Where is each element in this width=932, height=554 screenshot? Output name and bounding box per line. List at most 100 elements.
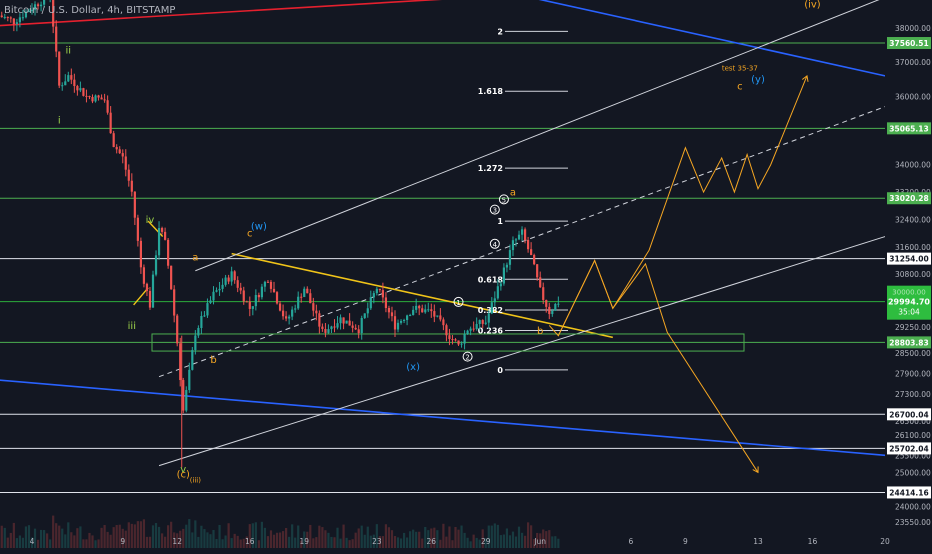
wave-label-2: 2 xyxy=(465,354,469,362)
volume-bar xyxy=(378,535,381,548)
volume-bar xyxy=(499,535,502,548)
candle-body xyxy=(430,309,433,312)
volume-bar xyxy=(239,539,242,548)
candle-body xyxy=(306,288,309,294)
wave-label-(x): (x) xyxy=(406,362,420,373)
candle-body xyxy=(230,271,233,282)
candle-body xyxy=(294,308,297,310)
candle-body xyxy=(542,287,545,300)
volume-bar xyxy=(481,529,484,548)
candle-body xyxy=(170,265,173,290)
volume-bar xyxy=(103,525,106,548)
volume-bar xyxy=(6,537,9,548)
candle-body xyxy=(315,310,318,314)
volume-bar xyxy=(79,526,82,548)
price-axis[interactable]: 23550.0024000.0024500.0025000.0025500.00… xyxy=(885,0,932,550)
candle-body xyxy=(396,322,400,330)
level-badge-text: 31254.00 xyxy=(889,255,928,264)
candle-body xyxy=(260,286,263,298)
time-tick-13: 13 xyxy=(753,537,763,546)
candle-body xyxy=(427,309,430,311)
candle-body xyxy=(82,88,85,96)
candle-body xyxy=(399,320,403,323)
volume-bar xyxy=(384,524,388,548)
price-tick: 32400.00 xyxy=(895,215,931,224)
candle-body xyxy=(215,290,218,292)
wave-label-ii: ii xyxy=(66,46,72,57)
level-badge xyxy=(887,486,931,499)
volume-bar xyxy=(170,521,173,548)
volume-bars xyxy=(0,515,560,548)
candle-body xyxy=(151,274,155,308)
volume-bar xyxy=(409,531,412,548)
volume-bar xyxy=(36,539,40,548)
volume-bar xyxy=(148,536,152,548)
candles xyxy=(0,0,560,468)
volume-bar xyxy=(375,524,378,548)
volume-bar xyxy=(164,536,167,548)
volume-bar xyxy=(176,533,179,548)
volume-bar xyxy=(97,539,100,548)
horizontal-levels xyxy=(0,42,885,493)
trendline-yellow-descending xyxy=(231,252,613,339)
volume-bar xyxy=(188,519,191,548)
candle-body xyxy=(297,296,300,309)
candle-body xyxy=(179,343,182,381)
volume-bar xyxy=(533,539,536,548)
volume-bar xyxy=(106,531,109,548)
candle-body xyxy=(133,191,136,218)
wave-label-test 35-37: test 35-37 xyxy=(722,65,758,73)
price-tick: 23550.00 xyxy=(895,518,931,527)
candle-body xyxy=(221,284,224,289)
candle-body xyxy=(436,315,439,317)
candle-body xyxy=(176,315,179,344)
volume-bar xyxy=(517,526,521,548)
time-axis[interactable]: 4 9 12 16 19 23 26 29 Jun 6 9 13 16 20 xyxy=(30,537,890,546)
volume-bar xyxy=(348,540,351,548)
volume-bar xyxy=(424,526,427,548)
volume-bar xyxy=(197,536,200,548)
candle-body xyxy=(245,301,248,303)
volume-bar xyxy=(415,531,418,548)
arrow-down-icon xyxy=(752,466,759,474)
candle-body xyxy=(103,99,106,101)
volume-bar xyxy=(303,531,306,548)
candle-body xyxy=(206,303,209,316)
candle-body xyxy=(439,315,442,320)
candle-body xyxy=(15,22,18,25)
candle-body xyxy=(508,250,512,265)
wave-label-(y): (y) xyxy=(751,75,765,86)
level-badge xyxy=(887,122,931,135)
wave-label-a: a xyxy=(192,252,198,263)
level-badge-text: 33020.28 xyxy=(889,194,928,203)
volume-bar xyxy=(339,538,342,548)
candle-body xyxy=(266,281,270,283)
candle-body xyxy=(27,11,31,13)
volume-bar xyxy=(100,527,103,548)
volume-bar xyxy=(554,536,557,548)
price-tick: 24000.00 xyxy=(895,503,931,512)
candle-body xyxy=(336,323,339,328)
candle-body xyxy=(251,306,254,309)
volume-bar xyxy=(70,532,73,548)
candle-body xyxy=(36,4,40,7)
candle-body xyxy=(70,75,73,80)
candle-body xyxy=(79,88,82,91)
volume-bar xyxy=(154,523,158,548)
candle-body xyxy=(375,288,378,294)
candle-body xyxy=(539,277,542,288)
volume-bar xyxy=(275,532,279,548)
fib-label-1.272: 1.272 xyxy=(478,164,503,173)
candle-body xyxy=(76,86,79,91)
candle-body xyxy=(469,328,472,331)
volume-bar xyxy=(530,525,533,548)
volume-bar xyxy=(523,535,527,548)
volume-bar xyxy=(502,534,505,548)
volume-bar xyxy=(27,525,31,548)
volume-bar xyxy=(412,529,415,548)
level-badge-text: 37560.51 xyxy=(889,39,928,48)
candle-body xyxy=(545,299,548,307)
volume-bar xyxy=(121,528,124,548)
